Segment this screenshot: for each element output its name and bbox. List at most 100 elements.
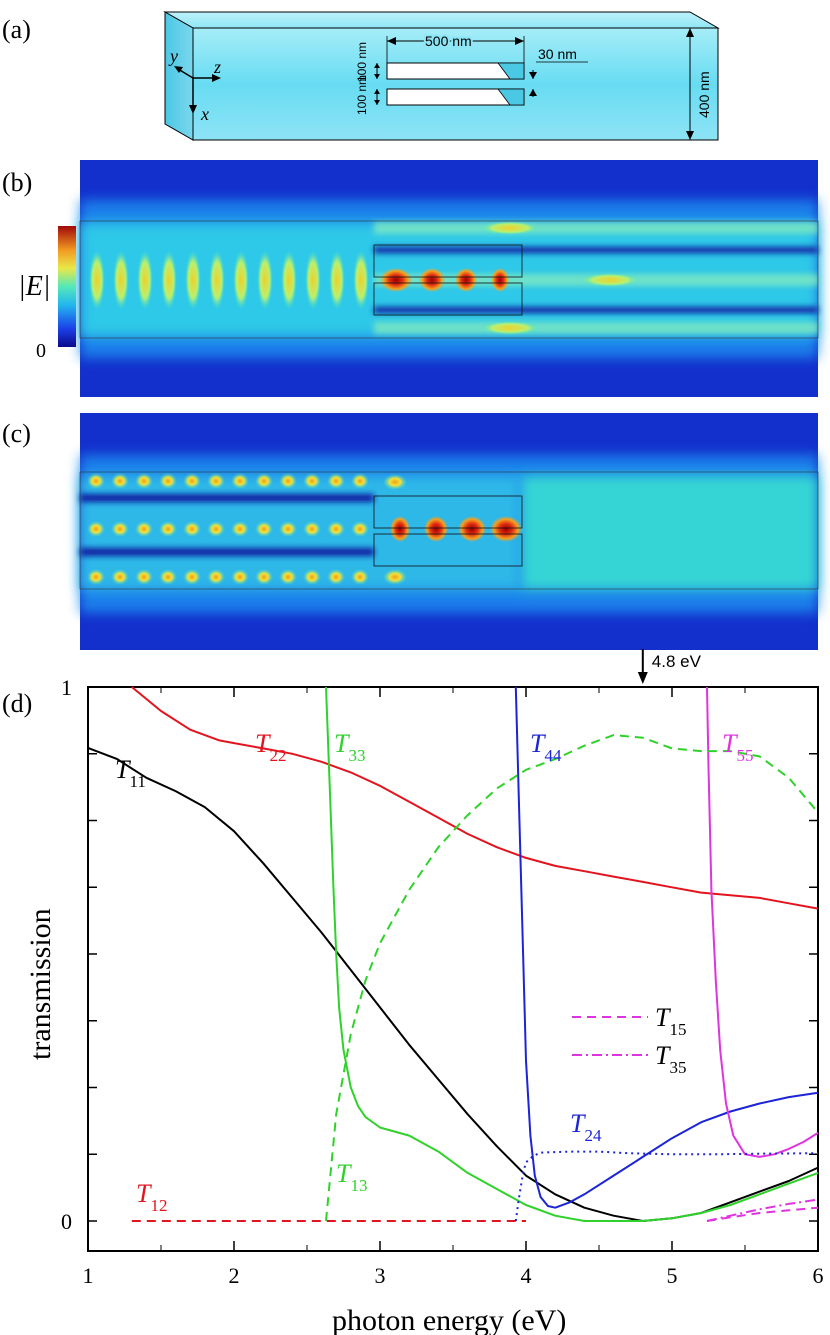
field-b-hotspot (455, 268, 477, 292)
field-c-spot (159, 473, 177, 489)
field-c-spot (207, 473, 225, 489)
field-b-bright-band (374, 322, 818, 334)
series-T35 (706, 1198, 819, 1222)
dim-length-label: 500 nm (425, 33, 472, 49)
energy-annotation: 4.8 eV (637, 649, 702, 684)
series-T13 (325, 734, 819, 1222)
field-b-lobe (257, 250, 273, 310)
x-tick-label: 1 (83, 1263, 94, 1288)
y-tick-label: 0 (61, 1209, 72, 1234)
dim-height-head-t (686, 28, 694, 37)
field-c-spot (183, 473, 201, 489)
field-c-hotspot (490, 516, 522, 542)
dim-w1-head-b (374, 74, 380, 79)
dim-w2-head-b (374, 100, 380, 105)
field-b-glow (480, 221, 540, 235)
field-c-spot (111, 473, 129, 489)
field-b-lobe (113, 250, 129, 310)
field-b-lobe (185, 250, 201, 310)
field-c-spot (183, 569, 201, 585)
field-c-guide-outline (79, 471, 819, 590)
x-tick-label: 2 (229, 1263, 240, 1288)
y-axis-label: transmission (24, 908, 57, 1060)
field-c-hotspot (424, 516, 448, 542)
series-label-T13: T13 (336, 1159, 367, 1195)
field-b-dark-band (374, 247, 818, 253)
field-b-guide-outline (79, 220, 819, 339)
field-c-spot (327, 473, 345, 489)
field-c-spot (351, 521, 369, 537)
field-c-slot-upper (373, 495, 523, 529)
dim-gap-head-dn (529, 89, 537, 96)
axis-y-label: y (168, 46, 178, 66)
dim-length-arrow-l (387, 37, 396, 45)
panel-label-b: (b) (2, 168, 32, 197)
dim-w1-head-t (374, 63, 380, 68)
field-b-lobe (281, 250, 297, 310)
series-label-T24: T24 (570, 1109, 602, 1145)
field-b-lobe (305, 250, 321, 310)
dim-w2-head-t (374, 89, 380, 94)
field-c-spot (279, 569, 297, 585)
field-c-spot (303, 521, 321, 537)
field-c-spot (159, 569, 177, 585)
dim-w1-label: 100 nm (355, 42, 369, 82)
field-b-lobe (329, 250, 345, 310)
series-label-T33: T33 (334, 729, 365, 765)
field-b-spots (89, 221, 640, 335)
field-c-core-right (520, 475, 818, 590)
field-c-spot (279, 521, 297, 537)
field-c-spot (351, 569, 369, 585)
panel-label-a: (a) (2, 15, 31, 44)
field-c-spot (327, 569, 345, 585)
axis-y-head (174, 66, 183, 73)
field-c-spot (231, 473, 249, 489)
field-b-lobe (161, 250, 177, 310)
field-c-spot (207, 521, 225, 537)
field-c-hotspot (383, 569, 407, 585)
colorbar-label: |E| (18, 271, 51, 302)
field-b-lobe (89, 250, 105, 310)
panel-label-d: (d) (2, 689, 32, 718)
slot-lower-depth (497, 88, 525, 106)
field-c-spot (303, 569, 321, 585)
colorbar (58, 226, 76, 347)
field-c-spot (135, 473, 153, 489)
series-T55 (706, 686, 819, 1158)
field-b-slot-upper (373, 244, 523, 278)
x-tick-label: 5 (667, 1263, 678, 1288)
dim-height-label: 400 nm (696, 71, 712, 118)
field-c-spot (351, 473, 369, 489)
field-c-spot (327, 521, 345, 537)
dim-length-arrow-r (515, 37, 524, 45)
field-b-bright-band (374, 222, 818, 234)
field-b-glow (480, 321, 540, 335)
field-b-lobe (233, 250, 249, 310)
panel-b-fieldmap (79, 160, 819, 397)
field-b-glow (580, 273, 640, 287)
field-b-hotspot (491, 268, 509, 292)
field-c-spot (303, 473, 321, 489)
x-axis-label: photon energy (eV) (332, 1304, 566, 1335)
series-T33 (325, 686, 819, 1222)
field-c-spot (87, 521, 105, 537)
axis-x-label: x (200, 104, 209, 124)
axis-z-head (212, 74, 221, 82)
field-c-spot (87, 569, 105, 585)
legend-label-T15: T15 (655, 1003, 686, 1039)
series-label-T44: T44 (530, 729, 562, 765)
series-label-T55: T55 (722, 729, 753, 765)
x-tick-label: 3 (375, 1263, 386, 1288)
field-c-hotspot (458, 516, 486, 542)
field-c-hotspot (390, 516, 410, 542)
series-T11 (87, 746, 819, 1222)
field-c-spot (111, 521, 129, 537)
field-b-lobe (353, 250, 369, 310)
axis-z-label: z (213, 57, 221, 77)
field-c-spots (87, 473, 522, 585)
axis-x-head (189, 105, 197, 114)
legend-label-T35: T35 (655, 1041, 686, 1077)
